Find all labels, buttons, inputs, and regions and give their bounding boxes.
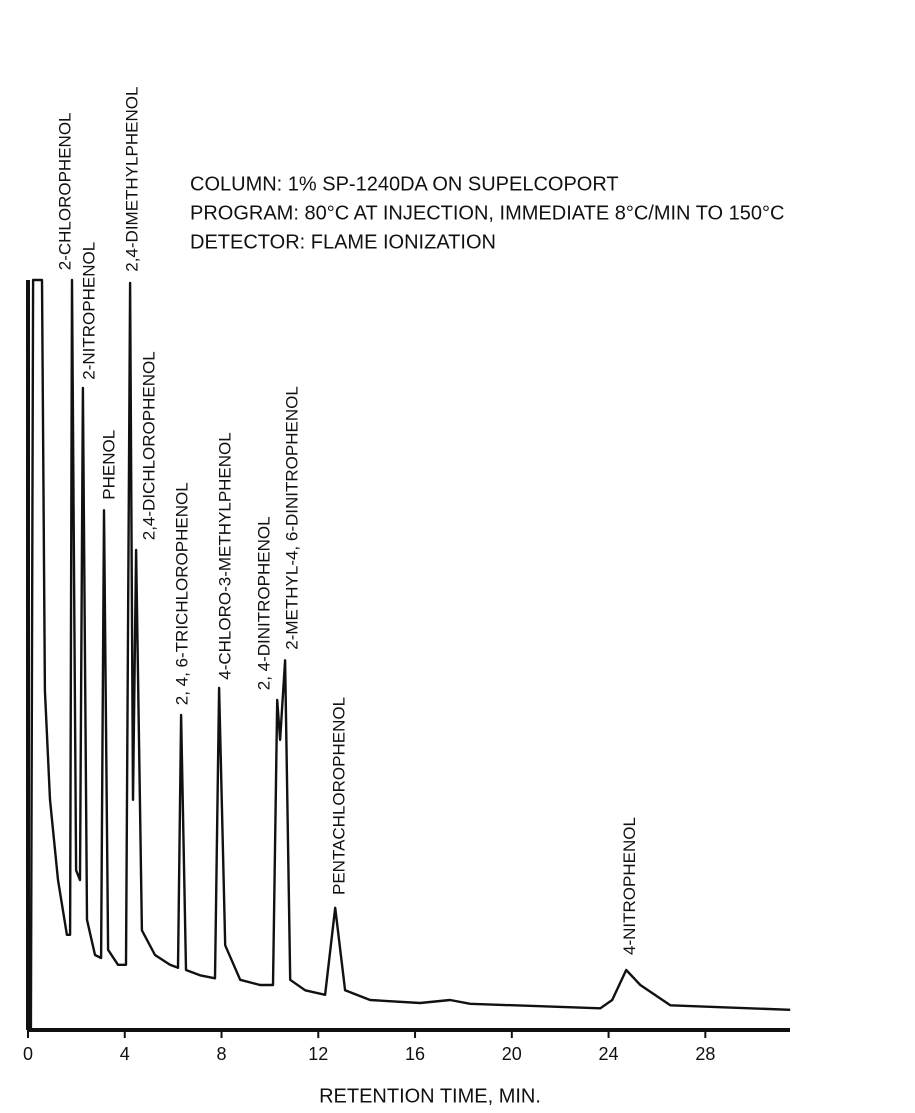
x-axis-label: RETENTION TIME, MIN. (319, 1085, 541, 1107)
peak-label: 2, 4, 6-TRICHLOROPHENOL (173, 482, 192, 705)
peak-label: 2-NITROPHENOL (79, 242, 98, 380)
trace (29, 278, 791, 1031)
peak-label: 4-NITROPHENOL (620, 817, 639, 955)
x-tick-label: 8 (217, 1044, 227, 1064)
x-tick-label: 4 (120, 1044, 130, 1064)
peak-label: 4-CHLORO-3-METHYLPHENOL (216, 432, 235, 680)
x-tick-label: 24 (599, 1044, 619, 1064)
x-tick-label: 16 (405, 1044, 425, 1064)
x-tick-label: 12 (308, 1044, 328, 1064)
x-tick-label: 0 (23, 1044, 33, 1064)
x-tick-label: 28 (695, 1044, 715, 1064)
peak-label: 2-METHYL-4, 6-DINITROPHENOL (283, 386, 302, 650)
note: COLUMN: 1% SP-1240DA ON SUPELCOPORT (190, 173, 619, 195)
peak-label: 2,4-DIMETHYLPHENOL (122, 87, 141, 272)
peak-label: 2,4-DICHLOROPHENOL (140, 351, 159, 540)
peak-label: PENTACHLOROPHENOL (330, 697, 349, 895)
peak-label: 2-CHLOROPHENOL (55, 112, 74, 270)
note: DETECTOR: FLAME IONIZATION (190, 231, 496, 253)
note: PROGRAM: 80°C AT INJECTION, IMMEDIATE 8°… (190, 202, 784, 224)
peak-label: 2, 4-DINITROPHENOL (255, 516, 274, 690)
x-tick-label: 20 (502, 1044, 522, 1064)
peak-label: PHENOL (99, 430, 118, 500)
